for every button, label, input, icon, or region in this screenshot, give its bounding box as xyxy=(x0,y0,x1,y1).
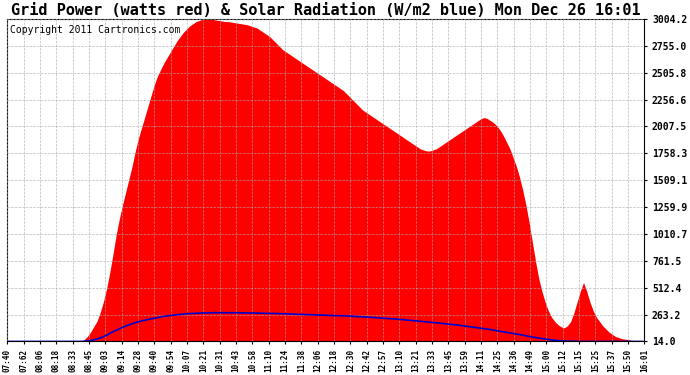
Title: Grid Power (watts red) & Solar Radiation (W/m2 blue) Mon Dec 26 16:01: Grid Power (watts red) & Solar Radiation… xyxy=(11,3,640,18)
Text: Copyright 2011 Cartronics.com: Copyright 2011 Cartronics.com xyxy=(10,26,181,35)
